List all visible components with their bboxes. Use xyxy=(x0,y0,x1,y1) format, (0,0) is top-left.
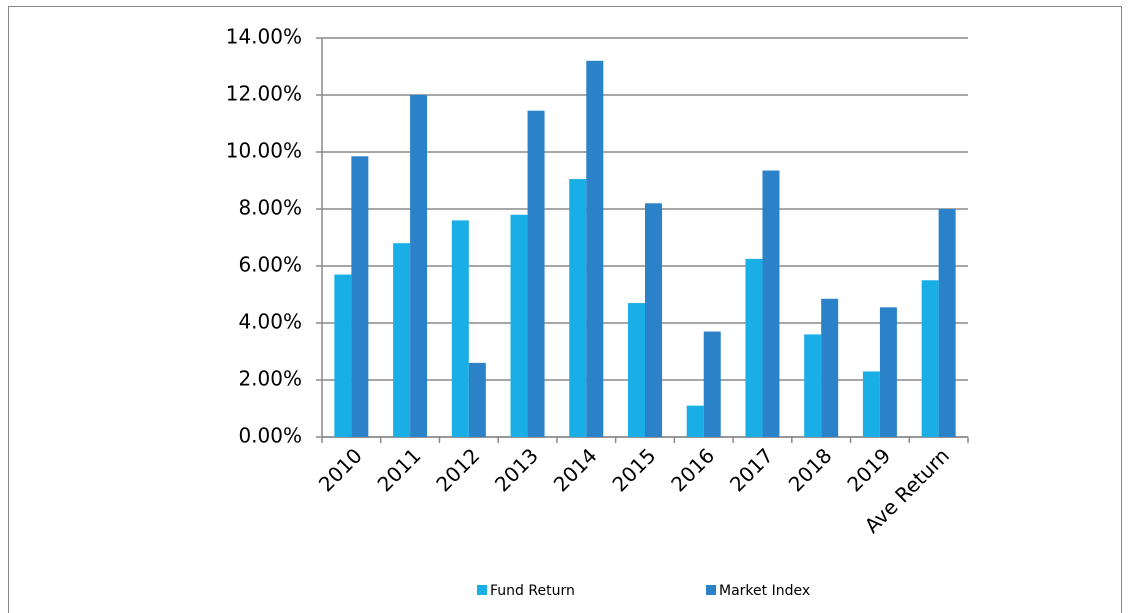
y-tick-label: 12.00% xyxy=(226,82,302,106)
bar xyxy=(821,298,839,437)
bar xyxy=(862,371,880,437)
y-tick-label: 2.00% xyxy=(238,367,302,391)
x-tick-label: 2015 xyxy=(607,443,660,496)
bar xyxy=(510,214,528,437)
bar xyxy=(468,362,486,437)
bar xyxy=(804,334,822,437)
legend-swatch xyxy=(477,585,487,595)
bar xyxy=(527,110,545,438)
bar xyxy=(569,179,587,437)
x-tick-label: 2016 xyxy=(666,443,719,496)
bar xyxy=(686,405,704,437)
y-tick-label: 10.00% xyxy=(226,139,302,163)
bar xyxy=(745,258,763,437)
bar xyxy=(410,95,428,437)
y-tick-label: 4.00% xyxy=(238,310,302,334)
x-tick-label: 2012 xyxy=(431,443,484,496)
chart-frame xyxy=(8,6,1122,613)
y-tick-label: 8.00% xyxy=(238,196,302,220)
x-tick-label: 2017 xyxy=(725,443,778,496)
y-tick-label: 6.00% xyxy=(238,253,302,277)
bar xyxy=(762,170,780,437)
bar xyxy=(938,209,956,437)
bar xyxy=(351,156,369,437)
bar xyxy=(645,203,662,437)
bar xyxy=(703,331,721,437)
legend-label: Fund Return xyxy=(490,583,575,599)
x-tick-label: 2011 xyxy=(373,443,426,496)
x-tick-label: 2018 xyxy=(784,443,837,496)
bar xyxy=(628,303,645,437)
x-tick-label: 2014 xyxy=(549,443,602,496)
x-tick-label: 2010 xyxy=(314,443,367,496)
bar xyxy=(879,307,897,437)
bar xyxy=(921,280,939,437)
bar xyxy=(334,274,352,437)
legend-swatch xyxy=(706,585,716,595)
bar xyxy=(586,60,604,438)
bar xyxy=(393,243,411,437)
y-tick-label: 0.00% xyxy=(238,424,302,448)
legend-label: Market Index xyxy=(719,583,810,599)
y-tick-label: 14.00% xyxy=(226,25,302,49)
x-tick-label: 2019 xyxy=(842,443,895,496)
bar xyxy=(451,220,469,437)
x-tick-label: 2013 xyxy=(490,443,543,496)
